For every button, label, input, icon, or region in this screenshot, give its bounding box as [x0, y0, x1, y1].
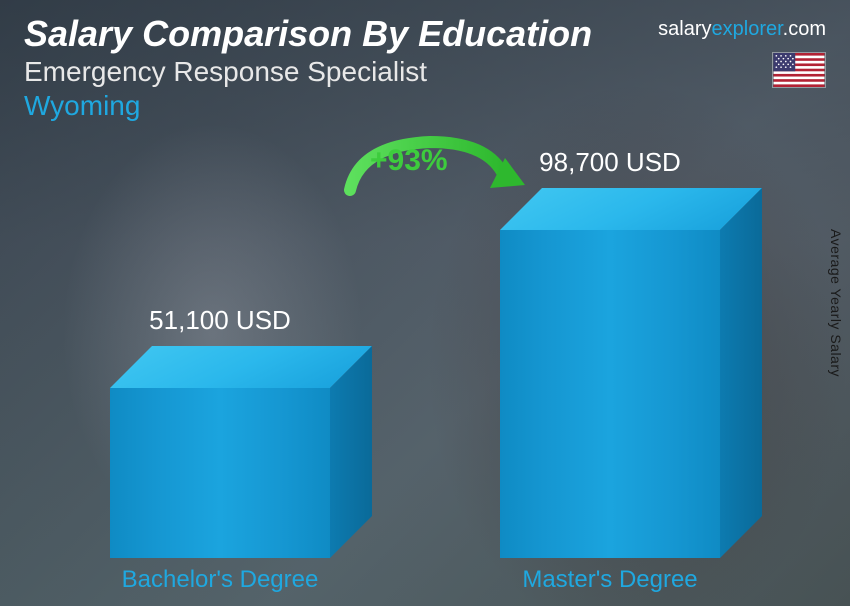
- bar-3d-shape: [500, 230, 720, 558]
- percent-change-badge: +93%: [370, 144, 448, 178]
- bar-value-label: 98,700 USD: [500, 147, 720, 178]
- category-label: Bachelor's Degree: [90, 566, 350, 594]
- brand-prefix: salary: [658, 18, 711, 40]
- bar-top-face: [500, 188, 762, 230]
- bar-3d-shape: [110, 388, 330, 558]
- chart-subtitle: Emergency Response Specialist: [24, 56, 826, 88]
- bar-front-face: [110, 388, 330, 558]
- bar-top-face: [110, 346, 372, 388]
- bar-side-face: [720, 188, 762, 558]
- us-flag-icon: [772, 52, 826, 88]
- y-axis-label: Average Yearly Salary: [828, 229, 844, 377]
- bar-front-face: [500, 230, 720, 558]
- category-label: Master's Degree: [480, 566, 740, 594]
- chart-location: Wyoming: [24, 90, 826, 122]
- brand-logo: salaryexplorer.com: [658, 18, 826, 41]
- bar-value-label: 51,100 USD: [110, 305, 330, 336]
- brand-suffix: .com: [783, 18, 826, 40]
- brand-mid: explorer: [712, 18, 783, 40]
